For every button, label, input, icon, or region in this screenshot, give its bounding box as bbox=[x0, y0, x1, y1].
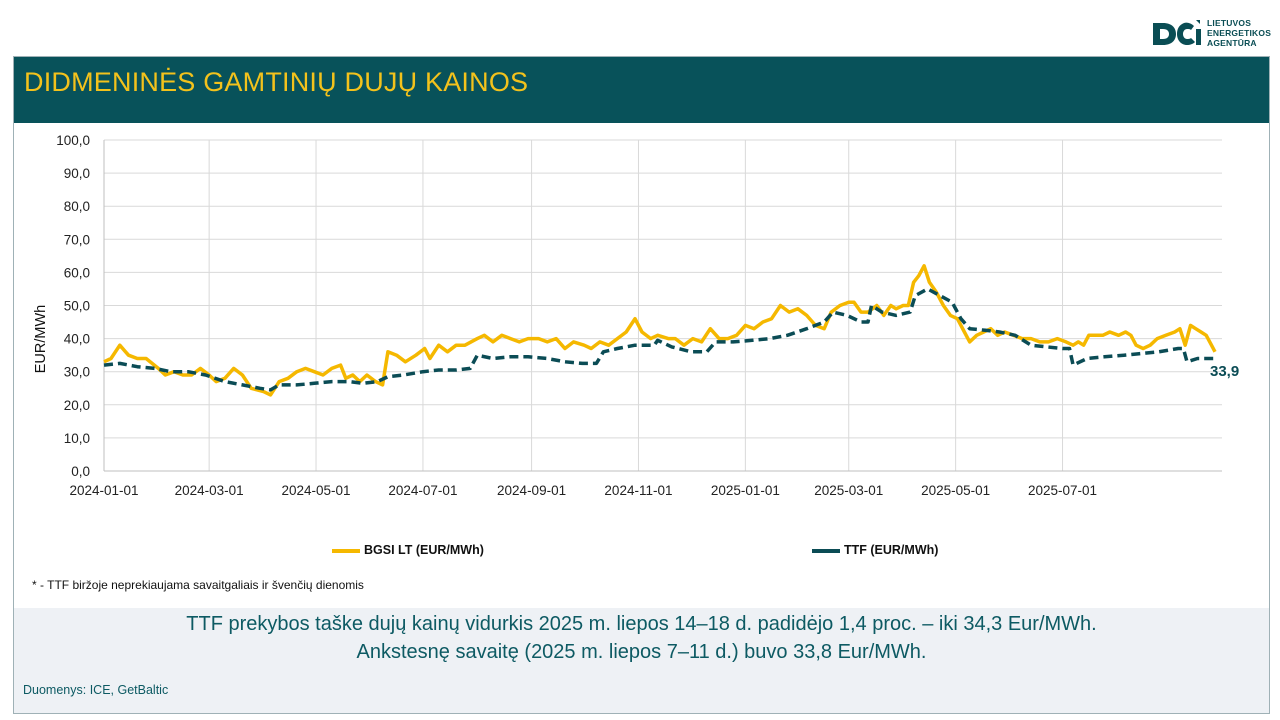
chart-footnote: * - TTF biržoje neprekiaujama savaitgali… bbox=[32, 578, 364, 592]
chart-panel: 0,0 10,0 20,0 30,0 40,0 50,0 60,0 70,0 80,0 90,0 1… bbox=[14, 123, 1269, 608]
logo-text: LIETUVOS ENERGETIKOS AGENTŪRA bbox=[1207, 18, 1271, 48]
summary-text: TTF prekybos taške dujų kainų vidurkis 2… bbox=[14, 610, 1269, 666]
x-tick-label: 2024-11-01 bbox=[604, 483, 672, 498]
x-tick-label: 2024-07-01 bbox=[388, 483, 457, 498]
price-line-chart: 0,0 10,0 20,0 30,0 40,0 50,0 60,0 70,0 80,0 90,0 1… bbox=[33, 133, 1239, 498]
logo-line-3: AGENTŪRA bbox=[1207, 38, 1257, 48]
y-tick-label: 80,0 bbox=[64, 199, 90, 214]
y-tick-label: 90,0 bbox=[64, 166, 90, 181]
x-tick-label: 2025-05-01 bbox=[921, 483, 990, 498]
y-tick-label: 70,0 bbox=[64, 232, 90, 247]
summary-line-2: Ankstesnę savaitę (2025 m. liepos 7–11 d… bbox=[356, 641, 927, 663]
title-bar: DIDMENINĖS GAMTINIŲ DUJŲ KAINOS bbox=[14, 57, 1269, 123]
legend-ttf-label: TTF (EUR/MWh) bbox=[844, 543, 939, 557]
data-source: Duomenys: ICE, GetBaltic bbox=[23, 683, 169, 697]
y-tick-label: 30,0 bbox=[64, 365, 90, 380]
y-tick-label: 100,0 bbox=[56, 133, 90, 148]
x-tick-label: 2024-09-01 bbox=[497, 483, 566, 498]
ttf-series-line bbox=[103, 287, 1215, 392]
y-tick-label: 0,0 bbox=[71, 464, 90, 479]
ttf-last-value-label: 33,9 bbox=[1210, 363, 1239, 380]
y-axis-label: EUR/MWh bbox=[33, 305, 49, 373]
x-tick-label: 2024-01-01 bbox=[69, 483, 138, 498]
logo-line-2: ENERGETIKOS bbox=[1207, 28, 1272, 38]
legend-bgsi-swatch bbox=[332, 548, 360, 553]
lea-logo: LIETUVOS ENERGETIKOS AGENTŪRA bbox=[1150, 17, 1271, 51]
x-tick-label: 2025-07-01 bbox=[1028, 483, 1097, 498]
logo-mark-icon bbox=[1153, 20, 1201, 45]
y-tick-label: 50,0 bbox=[64, 299, 90, 314]
y-tick-label: 20,0 bbox=[64, 398, 90, 413]
bgsi-series-line bbox=[103, 264, 1217, 397]
x-tick-label: 2025-03-01 bbox=[814, 483, 883, 498]
x-tick-label: 2024-05-01 bbox=[282, 483, 351, 498]
y-tick-label: 60,0 bbox=[64, 265, 90, 280]
legend-bgsi-label: BGSI LT (EUR/MWh) bbox=[364, 543, 484, 557]
y-tick-label: 40,0 bbox=[64, 332, 90, 347]
logo-line-1: LIETUVOS bbox=[1207, 18, 1252, 28]
legend-bgsi: BGSI LT (EUR/MWh) bbox=[332, 543, 484, 557]
x-tick-label: 2024-03-01 bbox=[175, 483, 244, 498]
legend-ttf-swatch bbox=[812, 548, 840, 553]
legend-ttf: TTF (EUR/MWh) bbox=[812, 543, 938, 557]
slide-frame: DIDMENINĖS GAMTINIŲ DUJŲ KAINOS 0,0 10,0 2… bbox=[13, 56, 1270, 714]
y-tick-label: 10,0 bbox=[64, 431, 90, 446]
page-title: DIDMENINĖS GAMTINIŲ DUJŲ KAINOS bbox=[24, 67, 529, 97]
summary-line-1: TTF prekybos taške dujų kainų vidurkis 2… bbox=[186, 613, 1097, 635]
x-tick-label: 2025-01-01 bbox=[711, 483, 780, 498]
